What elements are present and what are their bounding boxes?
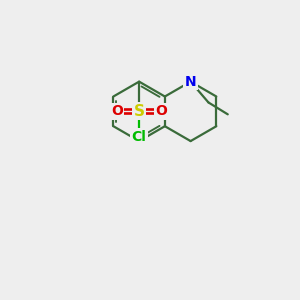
Text: O: O — [111, 104, 123, 118]
Text: Cl: Cl — [132, 130, 147, 144]
Text: S: S — [134, 104, 145, 119]
Text: N: N — [185, 75, 197, 88]
Text: O: O — [155, 104, 167, 118]
